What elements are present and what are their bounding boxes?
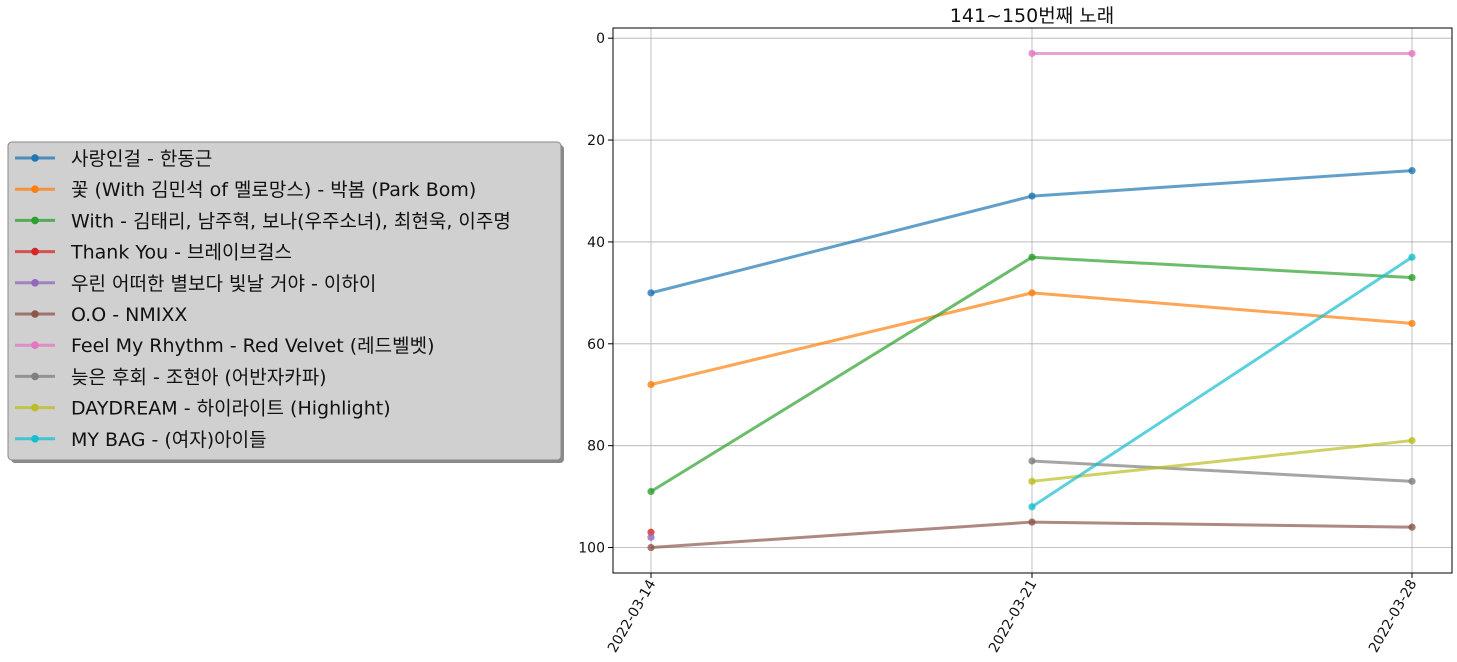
y-tick-label: 80 xyxy=(587,439,605,455)
data-point xyxy=(1028,457,1036,465)
chart-title: 141~150번째 노래 xyxy=(950,5,1114,27)
legend-item: Thank You - 브레이브걸스 xyxy=(15,242,292,264)
data-point xyxy=(1028,192,1036,200)
data-point xyxy=(647,487,655,496)
legend-item: MY BAG - (여자)아이들 xyxy=(15,429,267,451)
data-point xyxy=(647,528,655,536)
x-tick-label: 2022-03-14 xyxy=(605,577,660,656)
x-tick-label: 2022-03-21 xyxy=(986,577,1041,655)
series-3 xyxy=(647,528,655,536)
legend-item: 꽃 (With 김민석 of 멜로망스) - 박봄 (Park Bom) xyxy=(15,179,476,201)
legend-marker xyxy=(31,279,39,287)
legend-item: 늦은 후회 - 조현아 (어반자카파) xyxy=(15,366,327,388)
legend-marker xyxy=(31,154,39,162)
legend-label: 늦은 후회 - 조현아 (어반자카파) xyxy=(71,366,327,388)
series-line xyxy=(1031,255,1413,509)
data-point xyxy=(647,543,655,552)
legend-marker xyxy=(31,185,39,193)
series-9 xyxy=(1028,253,1416,511)
data-point xyxy=(1408,319,1416,328)
data-point xyxy=(1408,523,1416,531)
series-lines xyxy=(647,49,1416,552)
data-point xyxy=(647,533,655,541)
y-tick-label: 0 xyxy=(596,31,605,47)
legend-label: 우린 어떠한 별보다 빛날 거야 - 이하이 xyxy=(71,273,376,295)
legend-marker xyxy=(31,372,39,381)
legend-label: 사랑인걸 - 한동근 xyxy=(71,148,212,170)
legend-label: DAYDREAM - 하이라이트 (Highlight) xyxy=(71,398,391,420)
series-2 xyxy=(647,253,1416,496)
legend-label: 꽃 (With 김민석 of 멜로망스) - 박봄 (Park Bom) xyxy=(71,179,476,201)
y-tick-label: 20 xyxy=(587,133,605,149)
data-point xyxy=(1408,273,1416,282)
plot-background xyxy=(613,28,1452,573)
legend-label: Thank You - 브레이브걸스 xyxy=(70,242,292,264)
data-point xyxy=(647,380,655,389)
series-line xyxy=(1031,439,1413,483)
series-6 xyxy=(1028,49,1416,58)
data-point xyxy=(1408,49,1416,58)
series-4 xyxy=(647,533,655,541)
data-point xyxy=(1028,477,1036,485)
y-tick-label: 40 xyxy=(587,235,605,251)
legend-item: Feel My Rhythm - Red Velvet (레드벨벳) xyxy=(15,335,434,357)
data-point xyxy=(1028,253,1036,261)
legend-label: Feel My Rhythm - Red Velvet (레드벨벳) xyxy=(71,335,434,357)
grid xyxy=(613,28,1452,573)
legend-item: 우린 어떠한 별보다 빛날 거야 - 이하이 xyxy=(15,273,376,295)
legend-item: O.O - NMIXX xyxy=(15,304,187,326)
legend-item: DAYDREAM - 하이라이트 (Highlight) xyxy=(15,398,391,420)
legend-marker xyxy=(31,435,39,443)
data-point xyxy=(1408,167,1416,175)
legend-item: 사랑인걸 - 한동근 xyxy=(15,148,212,170)
legend-label: O.O - NMIXX xyxy=(71,304,187,326)
data-point xyxy=(1408,253,1416,261)
legend-marker xyxy=(31,310,39,318)
y-tick-label: 60 xyxy=(587,337,605,353)
y-tick-label: 100 xyxy=(578,541,605,557)
legend-label: MY BAG - (여자)아이들 xyxy=(71,429,267,451)
y-axis: 0 20 40 60 80 100 xyxy=(578,31,613,557)
series-8 xyxy=(1028,436,1416,485)
legend-marker xyxy=(31,403,39,412)
data-point xyxy=(1408,477,1416,485)
data-point xyxy=(647,289,655,297)
x-tick-label: 2022-03-28 xyxy=(1366,577,1421,655)
legend-marker xyxy=(31,341,39,350)
data-point xyxy=(1028,518,1036,526)
legend-item: With - 김태리, 남주혁, 보나(우주소녀), 최현욱, 이주명 xyxy=(15,210,511,232)
legend-label: With - 김태리, 남주혁, 보나(우주소녀), 최현욱, 이주명 xyxy=(71,210,511,232)
legend-marker xyxy=(31,247,39,256)
data-point xyxy=(1028,503,1036,511)
series-1 xyxy=(647,289,1416,389)
x-axis: 2022-03-14 2022-03-21 2022-03-28 xyxy=(605,573,1421,656)
legend-marker xyxy=(31,216,39,225)
legend-box xyxy=(7,141,562,461)
data-point xyxy=(1028,289,1036,297)
series-0 xyxy=(647,167,1416,297)
data-point xyxy=(1408,436,1416,445)
data-point xyxy=(1028,49,1036,58)
series-5 xyxy=(647,518,1416,552)
